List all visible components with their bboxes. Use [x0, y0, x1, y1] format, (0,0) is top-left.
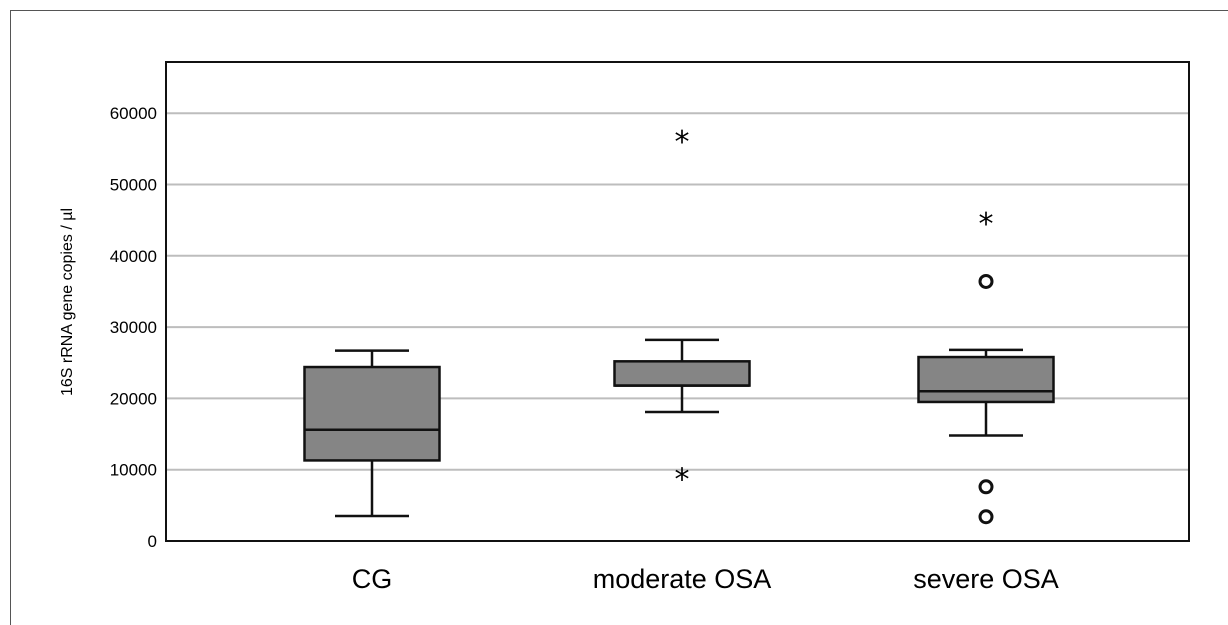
- outlier-point: [978, 273, 994, 289]
- y-tick-label: 40000: [110, 247, 157, 266]
- category-labels: CG moderate OSA severe OSA: [352, 564, 1059, 594]
- boxes: ***: [303, 125, 1055, 525]
- box-iqr: [303, 365, 441, 462]
- box-group: **: [613, 125, 751, 497]
- y-tick-label: 0: [148, 532, 157, 551]
- extreme-point: *: [675, 462, 690, 497]
- y-tick-label: 30000: [110, 318, 157, 337]
- box-iqr: [613, 360, 751, 387]
- y-tick-label: 20000: [110, 389, 157, 408]
- box-group: *: [917, 207, 1055, 525]
- plot-area: [165, 61, 1190, 542]
- y-tick-label: 50000: [110, 176, 157, 195]
- x-category-label: CG: [352, 564, 393, 594]
- x-category-label: moderate OSA: [593, 564, 772, 594]
- extreme-point: *: [675, 125, 690, 160]
- x-category-label: severe OSA: [913, 564, 1059, 594]
- y-tick-label: 60000: [110, 104, 157, 123]
- extreme-point: *: [979, 207, 994, 242]
- figure-frame: [10, 10, 1228, 625]
- box-group: [303, 349, 441, 518]
- outlier-point: [978, 509, 994, 525]
- outlier-point: [978, 479, 994, 495]
- y-axis-label: 16S rRNA gene copies / µl: [59, 208, 76, 396]
- y-axis-ticks: 0 10000 20000 30000 40000 50000 60000: [110, 104, 157, 551]
- y-tick-label: 10000: [110, 461, 157, 480]
- box-iqr: [917, 355, 1055, 404]
